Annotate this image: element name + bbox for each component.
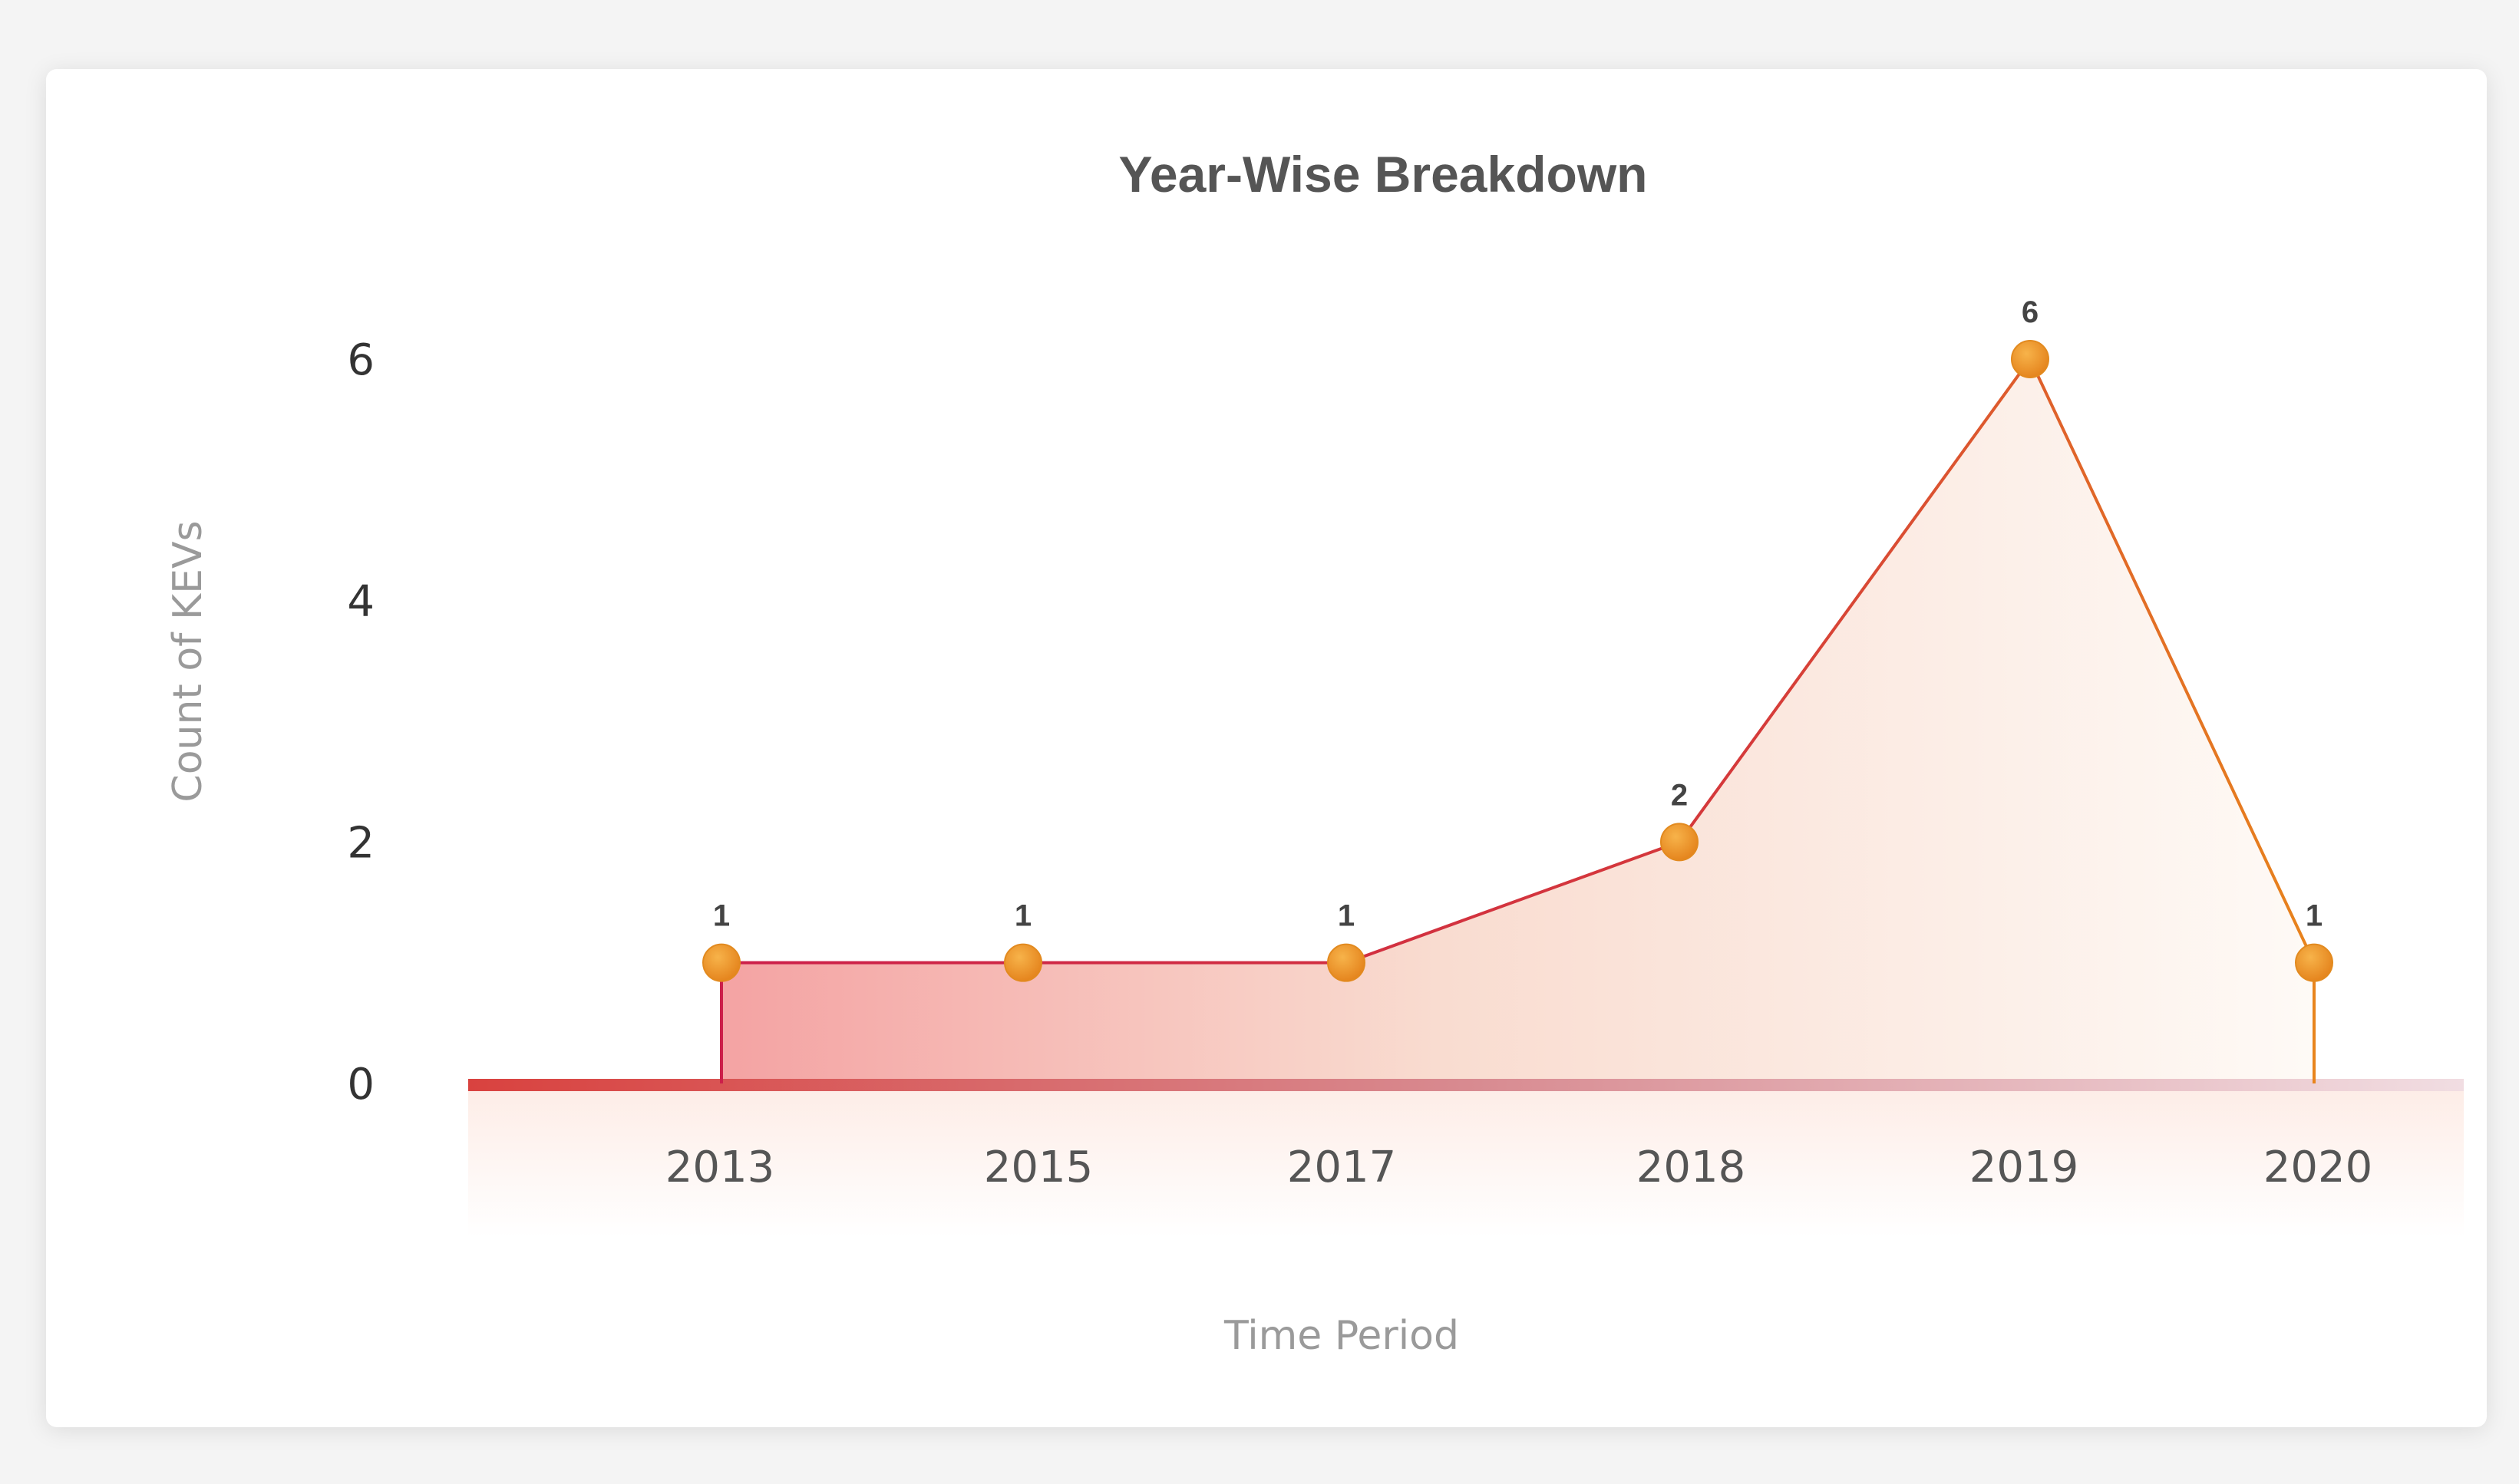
data-point-2018[interactable] (1660, 823, 1699, 862)
chart-title: Year-Wise Breakdown (1118, 146, 1647, 203)
y-tick-label: 0 (347, 1060, 375, 1110)
y-tick-label: 4 (347, 577, 375, 627)
x-tick-label: 2017 (1287, 1143, 1397, 1192)
data-label: 1 (1338, 899, 1355, 933)
series-line (720, 356, 2316, 1083)
area-fill (721, 359, 2314, 1083)
data-point-2015[interactable] (1004, 943, 1042, 982)
x-axis-band (468, 1083, 2464, 1237)
data-point-2019[interactable] (2011, 340, 2049, 378)
data-point-2020[interactable] (2295, 943, 2333, 982)
data-label: 1 (1015, 899, 1032, 933)
y-tick-label: 2 (347, 818, 375, 868)
data-point-2013[interactable] (702, 943, 741, 982)
data-label: 1 (2306, 899, 2323, 933)
data-label: 1 (713, 899, 730, 933)
x-tick-label: 2019 (1969, 1143, 2079, 1192)
x-axis-title: Time Period (1223, 1313, 1459, 1359)
y-tick-label: 6 (347, 335, 375, 385)
x-tick-label: 2020 (2263, 1143, 2373, 1192)
x-axis-baseline (468, 1079, 2464, 1091)
x-tick-label: 2013 (665, 1143, 775, 1192)
data-label: 6 (2022, 295, 2039, 329)
x-tick-label: 2015 (984, 1143, 1094, 1192)
data-label: 2 (1671, 778, 1688, 812)
x-tick-label: 2018 (1636, 1143, 1746, 1192)
data-point-2017[interactable] (1327, 943, 1365, 982)
y-axis-title: Count of KEVs (165, 520, 211, 802)
